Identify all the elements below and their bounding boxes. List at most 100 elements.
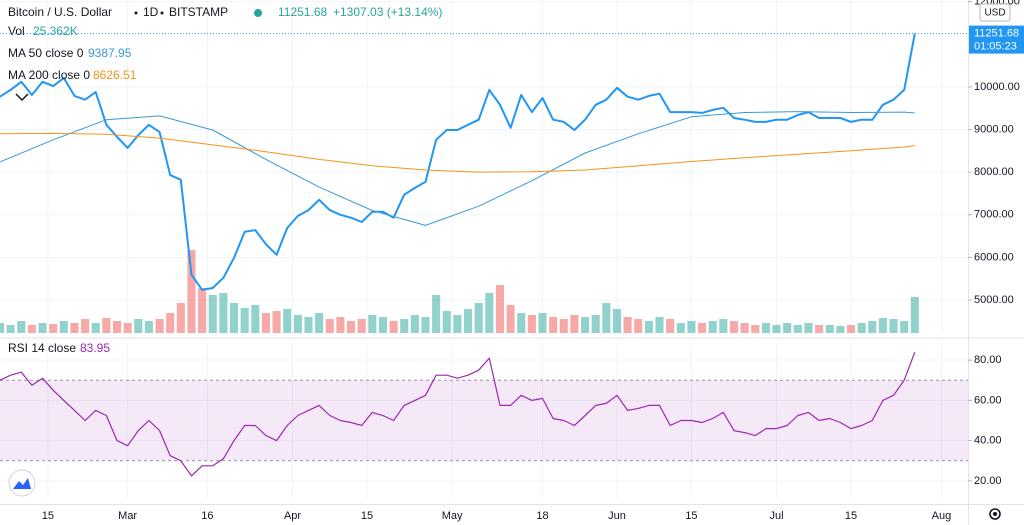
volume-bar: [49, 323, 58, 333]
x-tick-label: 15: [685, 510, 697, 522]
volume-bar: [368, 315, 377, 333]
volume-bar: [549, 317, 558, 333]
market-status-dot[interactable]: [254, 9, 262, 17]
volume-bar: [506, 304, 515, 333]
volume-bar: [815, 325, 824, 333]
y-tick-label: 80.00: [974, 354, 1002, 366]
volume-bar: [761, 322, 770, 333]
volume-bar: [495, 284, 504, 333]
volume-bar: [38, 322, 47, 333]
volume-bar: [538, 312, 547, 333]
volume-bar: [229, 302, 239, 333]
logo-mark: [13, 478, 31, 489]
logo[interactable]: [8, 469, 36, 497]
volume-bar: [112, 320, 122, 333]
volume-bar: [336, 317, 345, 333]
volume-bar: [623, 317, 632, 333]
x-tick-label: 18: [536, 510, 548, 522]
price-change: +1307.03 (+13.14%): [333, 5, 442, 19]
volume-bar: [825, 325, 834, 333]
volume-bar: [772, 325, 781, 333]
ma200-value: 8626.51: [93, 68, 137, 82]
x-tick-label: Jul: [769, 510, 783, 522]
settings-button[interactable]: [989, 508, 1001, 520]
volume-bar: [485, 292, 494, 333]
volume-bar: [591, 315, 600, 333]
y-tick-label: 20.00: [974, 475, 1002, 487]
gear[interactable]: [989, 508, 1001, 520]
y-tick-label: 40.00: [974, 435, 1002, 447]
series-line: [0, 351, 916, 477]
volume-bar: [155, 318, 164, 333]
volume-bar: [729, 320, 739, 333]
series-line: [0, 132, 915, 173]
volume-bar: [878, 317, 887, 333]
volume-bar: [698, 322, 707, 333]
volume-bar: [293, 315, 302, 333]
ma50-value: 9387.95: [88, 46, 132, 60]
volume-bar: [176, 302, 185, 333]
volume-bar: [0, 322, 5, 333]
volume-bar: [304, 317, 313, 333]
volume-bar: [17, 320, 26, 333]
logo-circle[interactable]: [8, 469, 36, 497]
volume-bar: [846, 325, 856, 333]
volume-bar: [708, 320, 717, 333]
volume-bar: [315, 312, 324, 333]
ma50-legend: MA 50 close 0: [8, 46, 84, 60]
currency-box[interactable]: [979, 3, 1011, 22]
currency: USD: [984, 8, 1005, 19]
collapse-legend-button[interactable]: [15, 93, 29, 102]
y-tick-label: 5000.00: [974, 294, 1014, 306]
volume-bar: [346, 320, 356, 333]
volume-bar: [687, 320, 696, 333]
y-tick-label: 10000.00: [974, 81, 1020, 93]
separator-dot: [160, 11, 164, 15]
interval: 1D: [143, 5, 159, 19]
y-tick-label: 6000.00: [974, 251, 1014, 263]
y-tick-label: 8000.00: [974, 166, 1014, 178]
legend: Bitcoin / U.S. Dollar 1D BITSTAMP 11251.…: [8, 5, 442, 355]
volume-bar: [900, 320, 909, 333]
volume-bar: [144, 320, 153, 333]
series-line: [0, 111, 915, 226]
volume-bar: [634, 318, 643, 333]
x-tick-label: Jun: [608, 510, 626, 522]
volume-bar: [751, 325, 760, 333]
gear-center: [993, 512, 997, 516]
volume-bar: [421, 317, 430, 333]
volume-bar: [868, 320, 877, 333]
volume-bar: [612, 308, 622, 333]
volume-bar: [400, 318, 409, 333]
rsi-value: 83.95: [80, 341, 110, 355]
x-tick-label: Aug: [932, 510, 952, 522]
x-tick-label: 15: [361, 510, 373, 522]
volume-bar: [910, 296, 919, 333]
volume-bar: [240, 307, 249, 333]
volume-bar: [719, 318, 728, 333]
volume-bar: [676, 322, 685, 333]
volume-bar: [27, 325, 36, 333]
last-price-tag-value: 11251.68: [974, 27, 1019, 39]
volume-bar: [378, 317, 387, 333]
volume-bar: [283, 308, 292, 333]
symbol-title: Bitcoin / U.S. Dollar: [8, 5, 112, 19]
volume-bar: [134, 318, 143, 333]
x-tick-label: Apr: [284, 510, 301, 522]
volume-bars: [0, 249, 919, 333]
last-price: 11251.68: [278, 5, 327, 19]
volume-value: 25.362K: [33, 24, 78, 38]
volume-bar: [581, 317, 590, 333]
volume-bar: [166, 312, 175, 333]
volume-bar: [187, 249, 196, 333]
volume-bar: [389, 320, 398, 333]
volume-bar: [123, 322, 132, 333]
separator-dot: [134, 11, 138, 15]
countdown: 01:05:23: [974, 40, 1017, 52]
volume-bar: [783, 322, 792, 333]
y-tick-label: 60.00: [974, 394, 1002, 406]
lines: [0, 33, 916, 477]
